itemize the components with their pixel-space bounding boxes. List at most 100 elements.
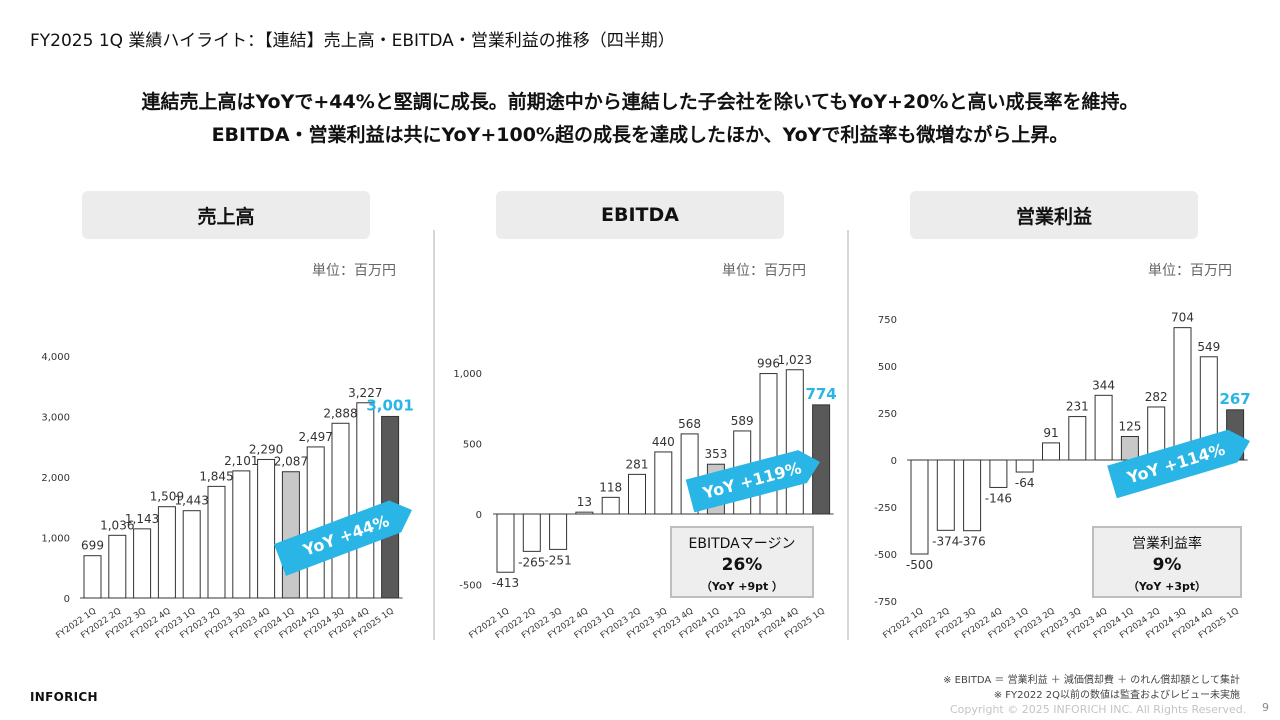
revenue-data-label: 2,290 — [249, 442, 283, 456]
revenue-data-label: 2,497 — [299, 430, 333, 444]
ebitda-margin-value: 26% — [721, 555, 763, 575]
op-data-label: -376 — [958, 535, 985, 549]
revenue-data-label: 699 — [81, 539, 104, 553]
revenue-bar — [356, 402, 375, 599]
revenue-bar — [83, 555, 102, 599]
revenue-bar — [306, 446, 325, 599]
ebitda-data-label: 774 — [805, 385, 836, 403]
op-unit-label: 単位：百万円 — [1148, 263, 1232, 279]
ebitda-data-label: 568 — [678, 417, 701, 431]
revenue-data-label: 2,888 — [323, 406, 357, 420]
op-data-label: 282 — [1145, 390, 1168, 404]
ebitda-data-label: 353 — [704, 447, 727, 461]
panel-divider-1 — [433, 230, 435, 640]
op-data-label: 125 — [1118, 420, 1141, 434]
revenue-data-label: 2,087 — [274, 455, 308, 469]
ebitda-yoy-arrow — [685, 450, 820, 513]
ebitda-bar — [549, 513, 568, 550]
revenue-ytick-label: 0 — [64, 594, 70, 605]
page-number: 9 — [1262, 701, 1269, 714]
revenue-ytick-label: 4,000 — [41, 352, 70, 363]
ebitda-ytick-label: 0 — [476, 510, 482, 521]
ebitda-bar — [601, 496, 620, 515]
ebitda-bar — [575, 511, 594, 515]
company-logo: INFORICH — [30, 690, 98, 704]
footnote-ebitda-definition: ※ EBITDA ＝ 営業利益 ＋ 減価償却費 ＋ のれん償却額として集計 — [943, 675, 1240, 686]
ebitda-data-label: 1,023 — [778, 353, 812, 367]
ebitda-unit-label: 単位：百万円 — [722, 263, 806, 279]
op-data-label: -374 — [932, 534, 959, 548]
op-margin-box: 営業利益率 9% （YoY +3pt） — [1092, 526, 1242, 598]
op-data-label: 231 — [1066, 400, 1089, 414]
revenue-bar — [207, 485, 226, 599]
page-title: FY2025 1Q 業績ハイライト：【連結】売上高・EBITDA・営業利益の推移… — [30, 31, 675, 51]
ebitda-bar — [628, 473, 646, 515]
revenue-yoy-arrow — [274, 500, 412, 576]
revenue-ytick-label: 2,000 — [41, 473, 70, 484]
op-data-label: -500 — [906, 558, 933, 572]
op-ytick-label: -500 — [874, 550, 897, 561]
revenue-data-label: 3,001 — [366, 396, 413, 414]
ebitda-ytick-label: 500 — [463, 440, 482, 451]
op-ytick-label: 250 — [878, 409, 897, 420]
ebitda-data-label: 589 — [731, 414, 754, 428]
op-margin-change: （YoY +3pt） — [1127, 580, 1207, 593]
ebitda-bar — [654, 451, 673, 515]
revenue-bar — [281, 471, 300, 599]
op-margin-value: 9% — [1152, 555, 1182, 575]
revenue-bar — [133, 528, 152, 599]
copyright: Copyright © 2025 INFORICH INC. All Right… — [950, 703, 1247, 716]
headline-1: 連結売上高はYoYで+44%と堅調に成長。前期途中から連結した子会社を除いてもY… — [141, 91, 1139, 113]
revenue-data-label: 1,143 — [125, 512, 159, 526]
ebitda-margin-title: EBITDAマージン — [688, 536, 796, 552]
op-data-label: -146 — [985, 491, 1012, 505]
op-ytick-label: 0 — [891, 456, 897, 467]
ebitda-data-label: 118 — [599, 480, 622, 494]
revenue-unit-label: 単位：百万円 — [312, 263, 396, 279]
ebitda-header: EBITDA — [496, 191, 784, 239]
ebitda-ytick-label: -500 — [459, 581, 482, 592]
ebitda-bar — [785, 369, 804, 515]
op-margin-title: 営業利益率 — [1132, 536, 1202, 552]
op-yoy-arrow — [1107, 429, 1250, 499]
panel-divider-2 — [847, 230, 849, 640]
op-ytick-label: 750 — [878, 315, 897, 326]
op-ytick-label: -750 — [874, 597, 897, 608]
revenue-header: 売上高 — [82, 191, 370, 239]
op-bar — [1042, 442, 1060, 461]
op-bar — [1094, 394, 1113, 461]
op-data-label: 91 — [1043, 426, 1058, 440]
op-bar — [1173, 327, 1192, 461]
ebitda-data-label: -265 — [518, 555, 545, 569]
ebitda-margin-box: EBITDAマージン 26% （YoY +9pt ） — [670, 526, 814, 598]
revenue-data-label: 1,509 — [150, 490, 184, 504]
op-data-label: 704 — [1171, 311, 1194, 325]
revenue-data-label: 1,036 — [100, 518, 134, 532]
revenue-bar — [331, 422, 350, 599]
op-data-label: 267 — [1219, 390, 1250, 408]
ebitda-data-label: 440 — [652, 435, 675, 449]
op-bar — [1120, 436, 1139, 461]
ebitda-data-label: 13 — [577, 495, 592, 509]
op-bar — [910, 459, 929, 555]
op-bar — [1068, 416, 1087, 461]
op-ytick-label: 500 — [878, 362, 897, 373]
revenue-data-label: 1,845 — [199, 469, 233, 483]
op-bar — [936, 459, 955, 531]
revenue-data-label: 2,101 — [224, 454, 258, 468]
op-ytick-label: -250 — [874, 503, 897, 514]
op-bar — [989, 459, 1008, 488]
revenue-bar — [232, 470, 251, 599]
footnote-audit: ※ FY2022 2Q以前の数値は監査およびレビュー未実施 — [993, 690, 1240, 701]
revenue-bar — [108, 534, 127, 599]
revenue-ytick-label: 3,000 — [41, 413, 70, 424]
ebitda-bar — [496, 513, 515, 573]
ebitda-bar — [522, 513, 541, 552]
revenue-ytick-label: 1,000 — [41, 534, 70, 545]
ebitda-margin-change: （YoY +9pt ） — [700, 580, 784, 593]
revenue-bar — [182, 510, 201, 599]
op-data-label: 549 — [1197, 340, 1220, 354]
op-data-label: 344 — [1092, 378, 1115, 392]
revenue-bar — [257, 458, 276, 599]
